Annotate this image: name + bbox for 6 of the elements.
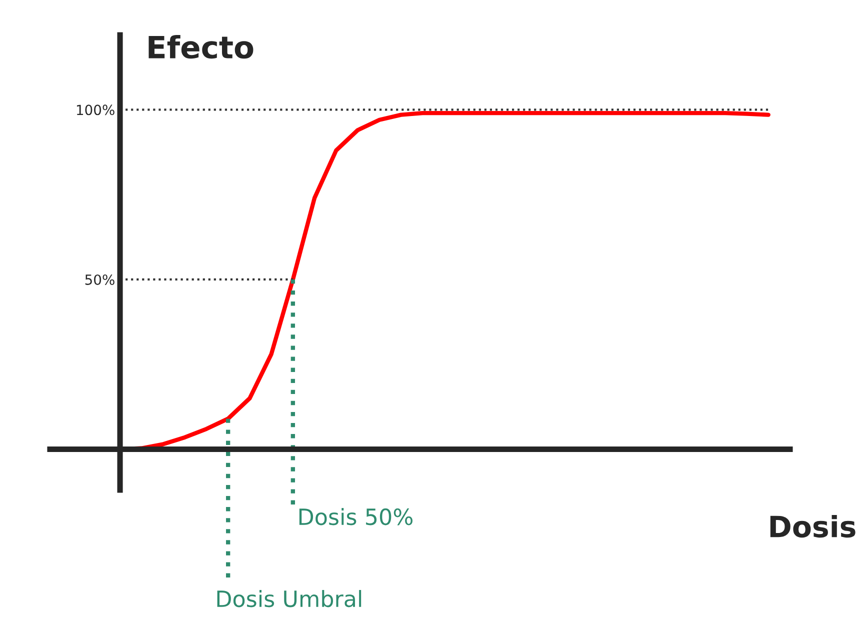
y-tick-label: 100%	[76, 104, 114, 116]
y-tick-label: 50%	[85, 274, 114, 285]
x-axis-title: Dosis	[770, 515, 856, 538]
text: Dosis 50%	[299, 508, 413, 526]
text: Dosis Umbral	[217, 590, 362, 608]
y-axis-title: Efecto	[148, 35, 254, 59]
